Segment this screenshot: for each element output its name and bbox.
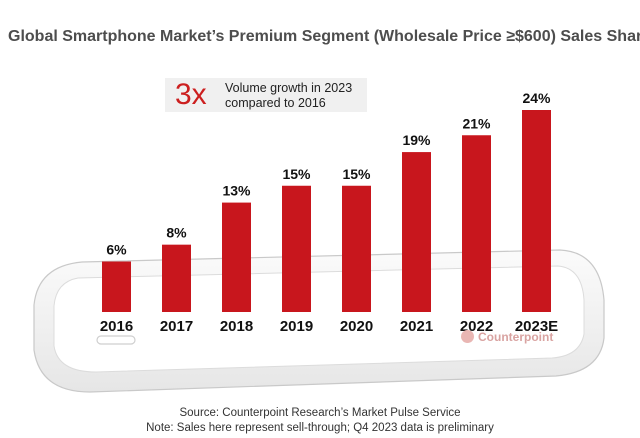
value-label-2021: 19% — [402, 132, 431, 148]
growth-multiplier: 3x — [175, 78, 207, 111]
x-tick-2018: 2018 — [220, 318, 253, 335]
bar-2017 — [162, 244, 191, 312]
value-label-2018: 13% — [222, 183, 251, 199]
growth-callout-line2: compared to 2016 — [225, 96, 326, 110]
x-tick-2020: 2020 — [340, 318, 373, 335]
value-label-2017: 8% — [166, 225, 187, 241]
x-tick-2021: 2021 — [400, 318, 433, 335]
value-label-2023E: 24% — [522, 90, 551, 106]
bar-chart: 6% 8% 13% 15% 15% 19% 21% 24% 2016 2017 2018 2019 2… — [33, 90, 605, 393]
value-label-2022: 21% — [462, 115, 491, 131]
counterpoint-logo-icon — [461, 330, 474, 343]
bar-2019 — [282, 185, 311, 312]
bar-2021 — [402, 152, 431, 312]
watermark-text: Counterpoint — [478, 330, 554, 344]
counterpoint-watermark: Counterpoint — [461, 330, 553, 344]
x-tick-2016: 2016 — [100, 318, 133, 335]
bar-2016 — [102, 261, 131, 312]
chart-title: Global Smartphone Market’s Premium Segme… — [8, 28, 640, 45]
x-tick-2023E: 2023E — [515, 318, 558, 335]
growth-callout-text: Volume growth in 2023 compared to 2016 — [225, 81, 352, 111]
value-labels-group: 6% 8% 13% 15% 15% 19% 21% 24% — [106, 90, 551, 258]
bars-group — [102, 110, 551, 312]
bar-2020 — [342, 185, 371, 312]
source-note: Source: Counterpoint Research’s Market P… — [0, 406, 640, 436]
source-line: Source: Counterpoint Research’s Market P… — [179, 407, 461, 419]
growth-callout: 3x Volume growth in 2023 compared to 201… — [165, 78, 367, 112]
bar-2018 — [222, 202, 251, 312]
x-axis-ticks: 2016 2017 2018 2019 2020 2021 2022 2023E — [100, 318, 558, 335]
note-line: Note: Sales here represent sell-through;… — [146, 422, 494, 434]
x-tick-2019: 2019 — [280, 318, 313, 335]
value-label-2019: 15% — [282, 166, 311, 182]
value-label-2020: 15% — [342, 166, 371, 182]
x-tick-2017: 2017 — [160, 318, 193, 335]
value-label-2016: 6% — [106, 242, 127, 258]
bar-2023E — [522, 110, 551, 312]
bar-2022 — [462, 135, 491, 312]
growth-callout-line1: Volume growth in 2023 — [225, 81, 353, 95]
